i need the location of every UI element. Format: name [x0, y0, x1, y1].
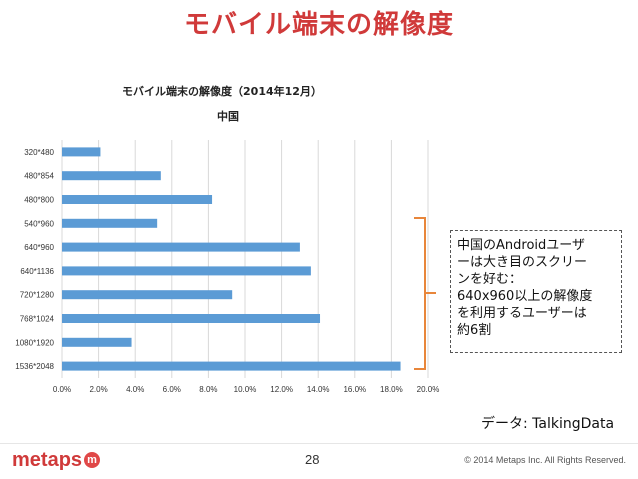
y-category-label: 640*1136: [20, 267, 54, 276]
chart-subtitle: 中国: [217, 109, 239, 123]
x-tick-label: 4.0%: [126, 385, 144, 394]
x-tick-label: 16.0%: [343, 385, 366, 394]
note-line: を利用するユーザーは: [457, 306, 587, 321]
data-source: データ: TalkingData: [481, 416, 615, 432]
x-tick-label: 18.0%: [380, 385, 403, 394]
x-tick-label: 20.0%: [417, 385, 440, 394]
logo-mark-icon: m: [84, 452, 101, 468]
x-tick-label: 14.0%: [307, 385, 330, 394]
note-line: 約6割: [457, 323, 492, 338]
x-tick-label: 2.0%: [89, 385, 107, 394]
x-tick-label: 10.0%: [234, 385, 257, 394]
logo-text: metaps: [12, 448, 83, 471]
bar: [62, 290, 233, 300]
bar: [62, 314, 321, 323]
x-tick-label: 6.0%: [163, 385, 181, 394]
highlight-bracket: [414, 217, 436, 370]
y-category-label: 640*960: [24, 243, 54, 252]
bar: [62, 242, 300, 252]
x-tick-label: 8.0%: [199, 385, 217, 394]
copyright: © 2014 Metaps Inc. All Rights Reserved.: [464, 455, 626, 465]
note-line: 640x960以上の解像度: [457, 289, 593, 304]
note-line: ーは大き目のスクリー: [457, 255, 588, 270]
bar: [62, 361, 401, 371]
bar: [62, 195, 213, 204]
y-category-label: 768*1024: [20, 315, 55, 324]
bar: [62, 171, 161, 181]
bar: [62, 337, 132, 347]
slide-title: モバイル端末の解像度: [183, 9, 454, 39]
y-category-label: 480*800: [24, 196, 54, 205]
y-category-label: 1080*1920: [15, 338, 54, 347]
metaps-logo: metaps m: [12, 448, 101, 472]
footer-divider: [0, 443, 638, 444]
chart-title: モバイル端末の解像度（2014年12月）: [122, 84, 322, 98]
bar: [62, 266, 311, 276]
y-category-label: 1536*2048: [15, 362, 54, 371]
y-category-label: 720*1280: [20, 291, 55, 300]
y-category-label: 540*960: [24, 219, 54, 228]
y-category-label: 320*480: [24, 148, 54, 157]
note-line: 中国のAndroidユーザ: [457, 238, 586, 253]
bar: [62, 218, 158, 228]
note-box: 中国のAndroidユーザ ーは大き目のスクリー ンを好む： 640x960以上…: [450, 230, 622, 353]
x-tick-label: 0.0%: [53, 385, 71, 394]
bar: [62, 147, 101, 157]
page-number: 28: [305, 452, 320, 467]
note-line: ンを好む：: [457, 272, 523, 287]
x-tick-label: 12.0%: [270, 385, 293, 394]
y-category-label: 480*854: [24, 172, 54, 181]
